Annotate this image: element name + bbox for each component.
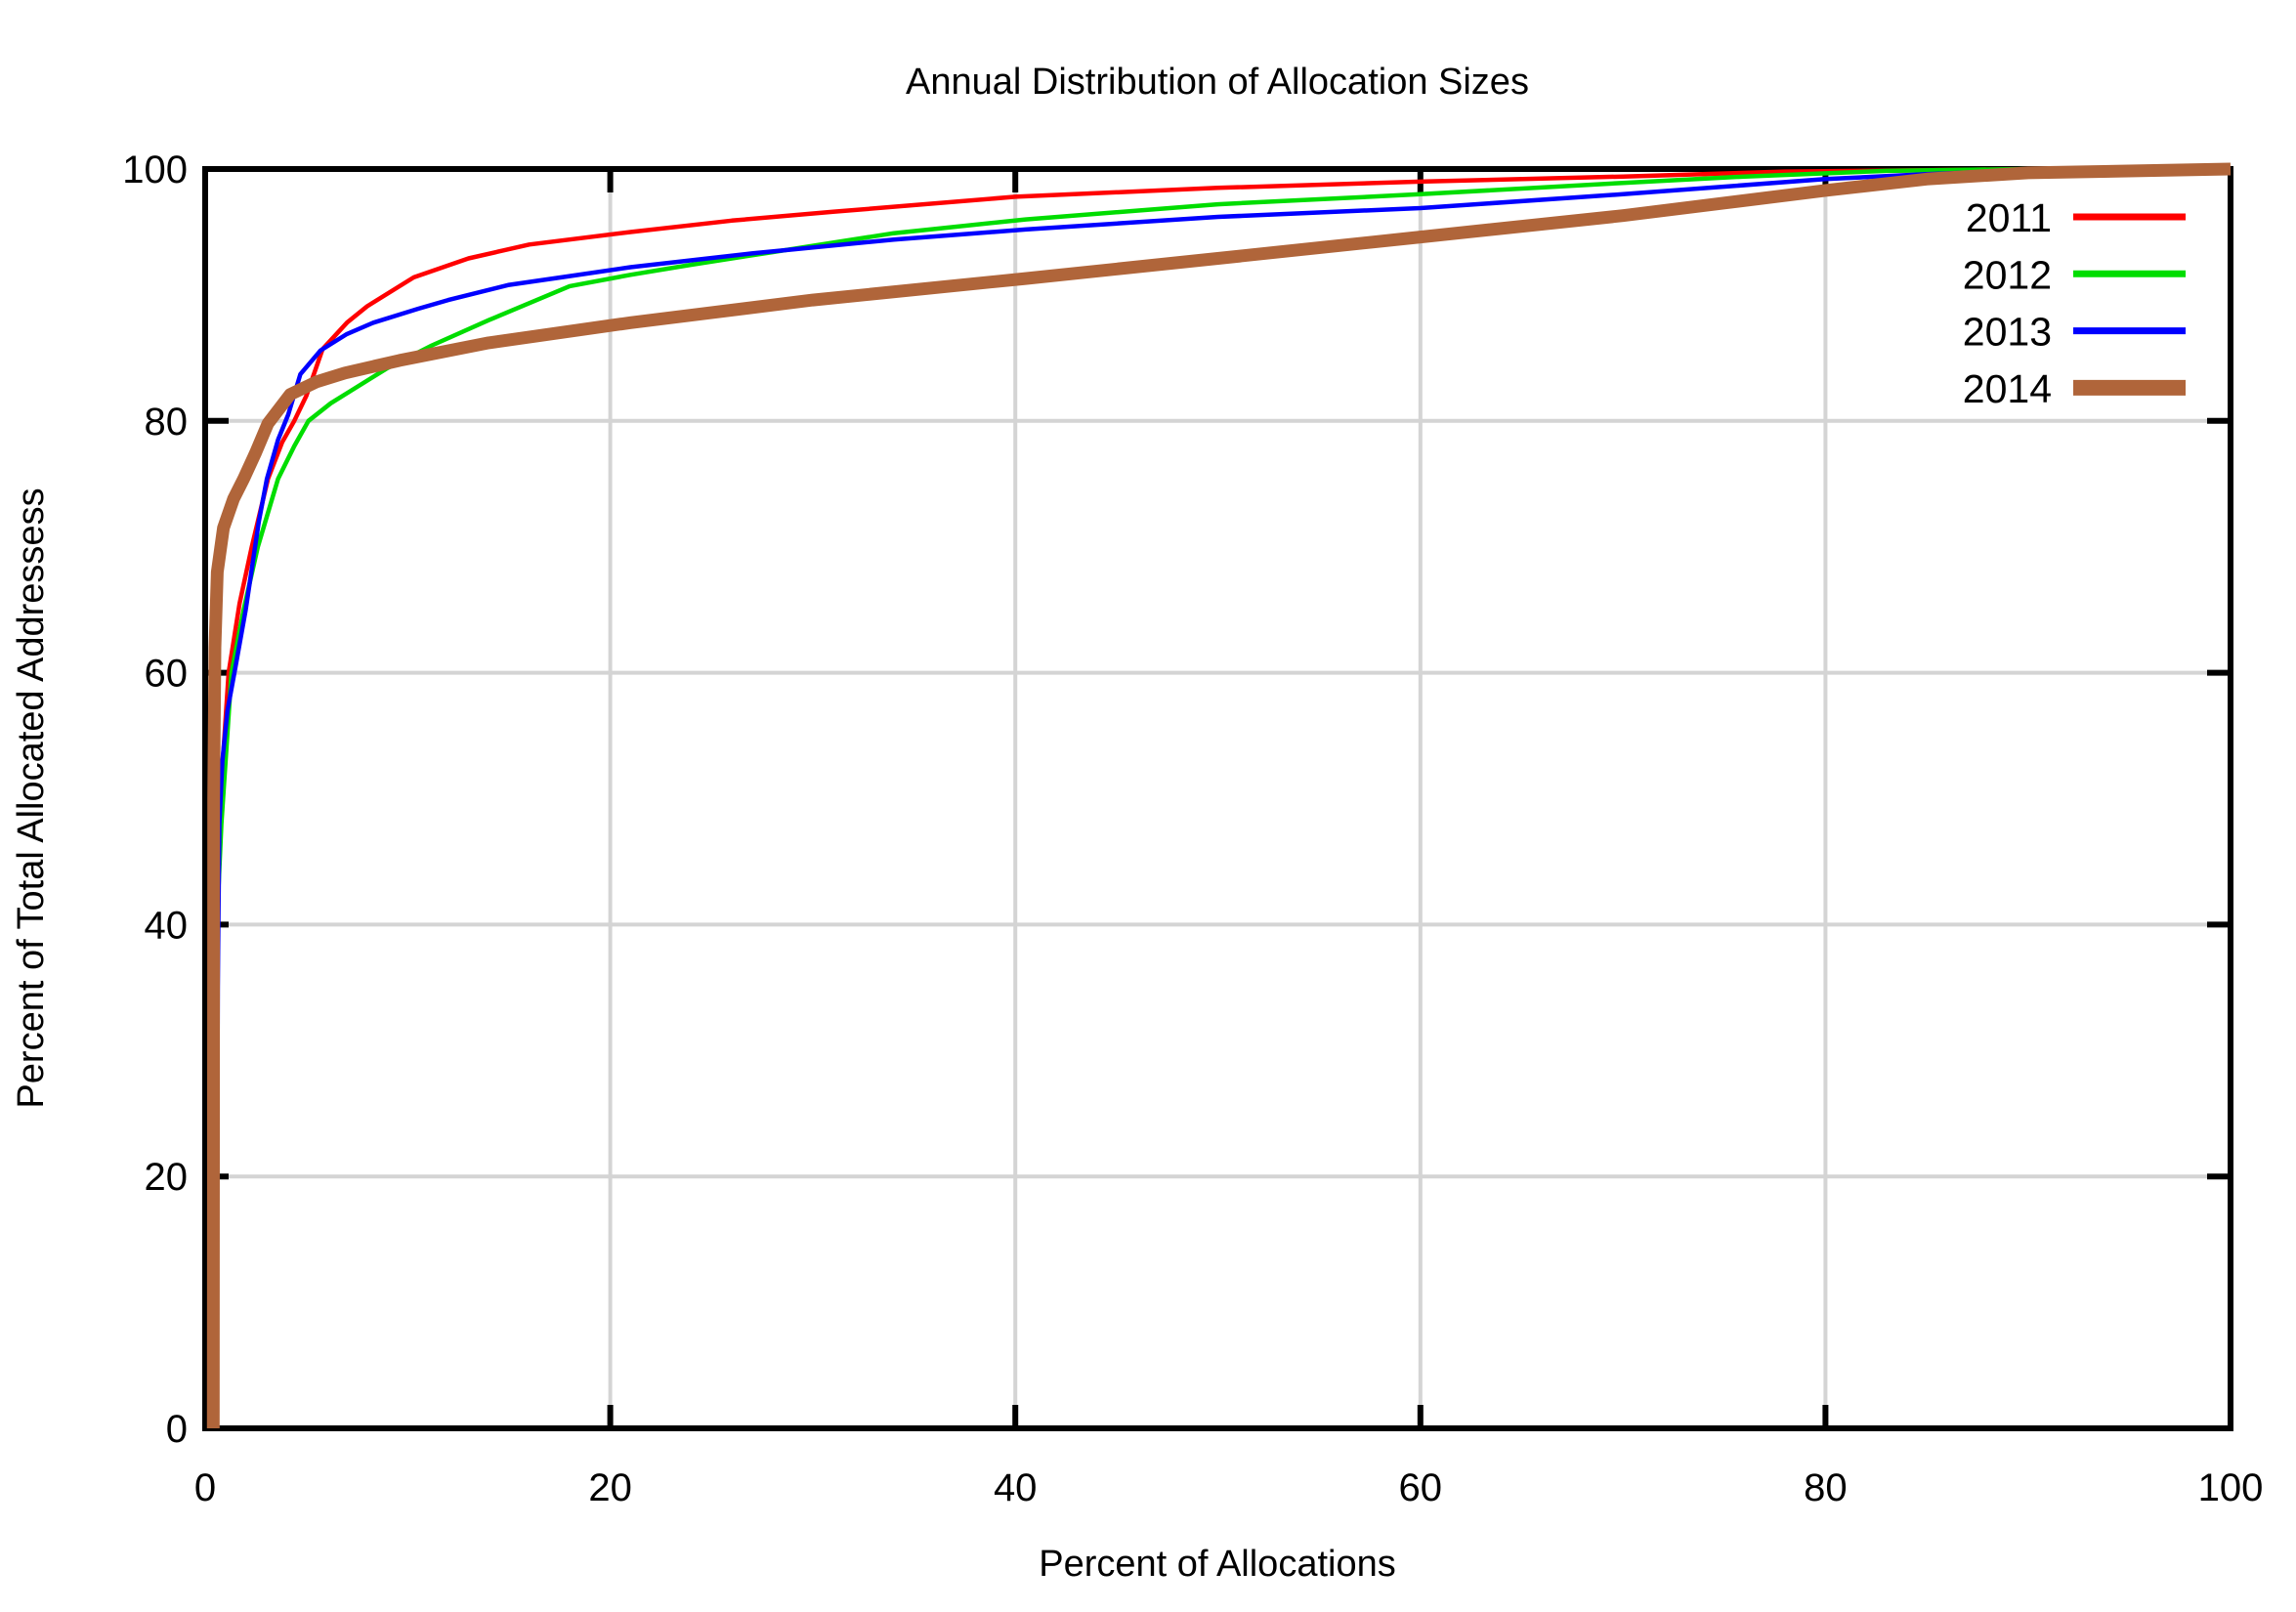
- y-tick-label-40: 40: [145, 904, 189, 947]
- series-line-2012: [213, 166, 2231, 1429]
- series-layer: [206, 162, 2232, 1429]
- series-line-2014: [206, 162, 2232, 1429]
- plot-border: [202, 166, 2233, 1431]
- x-tick-label-60: 60: [1399, 1466, 1443, 1509]
- x-tick-label-80: 80: [1804, 1466, 1848, 1509]
- x-tick-label-40: 40: [994, 1466, 1038, 1509]
- y-tick-label-60: 60: [145, 653, 189, 696]
- y-tick-label-20: 20: [145, 1156, 189, 1199]
- grid-layer: [205, 169, 2231, 1428]
- y-tick-label-0: 0: [166, 1408, 188, 1451]
- legend: 2011 2012 2013 2014: [1963, 195, 2186, 411]
- y-tick-label-100: 100: [122, 148, 188, 191]
- y-tick-label-80: 80: [145, 401, 189, 444]
- x-tick-label-100: 100: [2198, 1466, 2264, 1509]
- tick-label-layer: 0 20 40 60 80 100 0 20 40 60 80 100: [122, 148, 2263, 1509]
- x-tick-label-0: 0: [194, 1466, 216, 1509]
- series-line-2011: [212, 166, 2232, 1429]
- series-line-2013: [214, 166, 2232, 1429]
- legend-label-2012: 2012: [1963, 252, 2052, 297]
- frame-layer: [202, 166, 2233, 1431]
- legend-label-2011: 2011: [1966, 195, 2052, 240]
- chart-title: Annual Distribution of Allocation Sizes: [906, 62, 1529, 103]
- y-axis-label: Percent of Total Allocated Addressess: [11, 488, 52, 1108]
- legend-label-2013: 2013: [1963, 310, 2052, 355]
- x-tick-label-20: 20: [588, 1466, 632, 1509]
- legend-label-2014: 2014: [1963, 366, 2052, 411]
- x-axis-label: Percent of Allocations: [1039, 1544, 1395, 1585]
